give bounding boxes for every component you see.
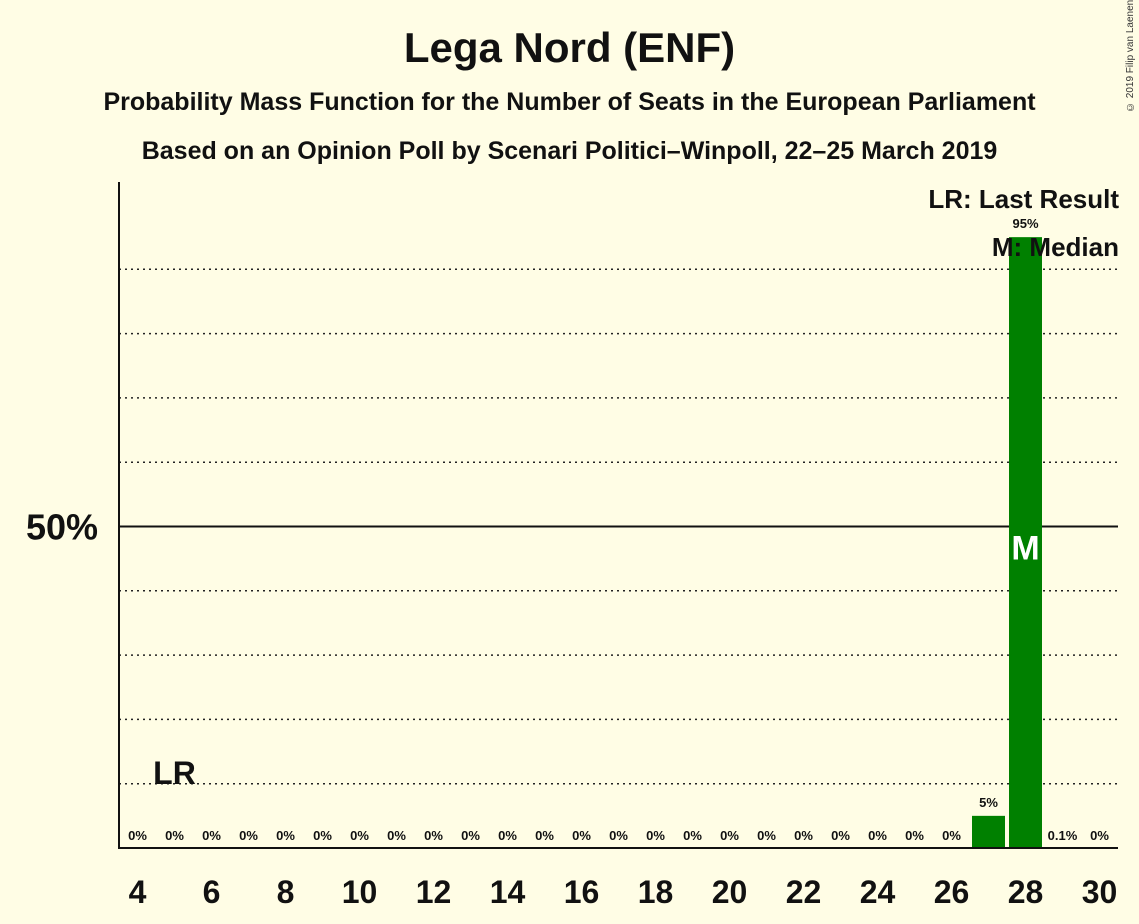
x-tick-label-26: 26 [934, 874, 970, 910]
data-label-seat-14: 0% [498, 828, 517, 843]
x-tick-label-16: 16 [564, 874, 600, 910]
data-label-seat-24: 0% [868, 828, 887, 843]
bar-seat-27 [972, 815, 1005, 848]
data-label-seat-4: 0% [128, 828, 147, 843]
chart-subtitle-source: Based on an Opinion Poll by Scenari Poli… [141, 137, 998, 165]
x-tick-label-24: 24 [860, 874, 896, 910]
data-label-seat-27: 5% [979, 795, 998, 810]
x-tick-label-8: 8 [277, 874, 295, 910]
data-label-seat-16: 0% [572, 828, 591, 843]
median-marker: M [1011, 530, 1039, 568]
x-tick-label-10: 10 [342, 874, 378, 910]
data-label-seat-26: 0% [942, 828, 961, 843]
legend-median: M: Median [991, 232, 1119, 262]
data-label-seat-20: 0% [720, 828, 739, 843]
data-label-seat-19: 0% [683, 828, 702, 843]
data-label-seat-30: 0% [1090, 828, 1109, 843]
y-tick-label-50: 50% [26, 507, 98, 548]
x-tick-label-30: 30 [1082, 874, 1118, 910]
data-label-seat-7: 0% [239, 828, 258, 843]
data-label-seat-13: 0% [461, 828, 480, 843]
last-result-marker: LR [153, 755, 196, 791]
data-label-seat-9: 0% [313, 828, 332, 843]
x-tick-label-14: 14 [490, 874, 526, 910]
x-tick-label-4: 4 [129, 874, 147, 910]
x-tick-label-20: 20 [712, 874, 748, 910]
data-label-seat-5: 0% [165, 828, 184, 843]
bar-seat-28 [1009, 237, 1042, 848]
data-label-seat-21: 0% [757, 828, 776, 843]
data-label-seat-25: 0% [905, 828, 924, 843]
legend-last-result: LR: Last Result [928, 184, 1119, 214]
x-tick-label-18: 18 [638, 874, 674, 910]
x-tick-label-22: 22 [786, 874, 822, 910]
data-label-seat-11: 0% [387, 828, 406, 843]
data-label-seat-6: 0% [202, 828, 221, 843]
data-label-seat-12: 0% [424, 828, 443, 843]
x-tick-label-28: 28 [1008, 874, 1044, 910]
data-label-seat-29: 0.1% [1048, 828, 1078, 843]
data-label-seat-18: 0% [646, 828, 665, 843]
data-label-seat-10: 0% [350, 828, 369, 843]
chart-title: Lega Nord (ENF) [403, 24, 736, 71]
data-label-seat-22: 0% [794, 828, 813, 843]
data-label-seat-28: 95% [1012, 216, 1038, 231]
data-label-seat-23: 0% [831, 828, 850, 843]
x-tick-label-12: 12 [416, 874, 452, 910]
data-label-seat-15: 0% [535, 828, 554, 843]
chart-subtitle: Probability Mass Function for the Number… [103, 88, 1036, 116]
data-label-seat-17: 0% [609, 828, 628, 843]
data-label-seat-8: 0% [276, 828, 295, 843]
x-tick-label-6: 6 [203, 874, 221, 910]
